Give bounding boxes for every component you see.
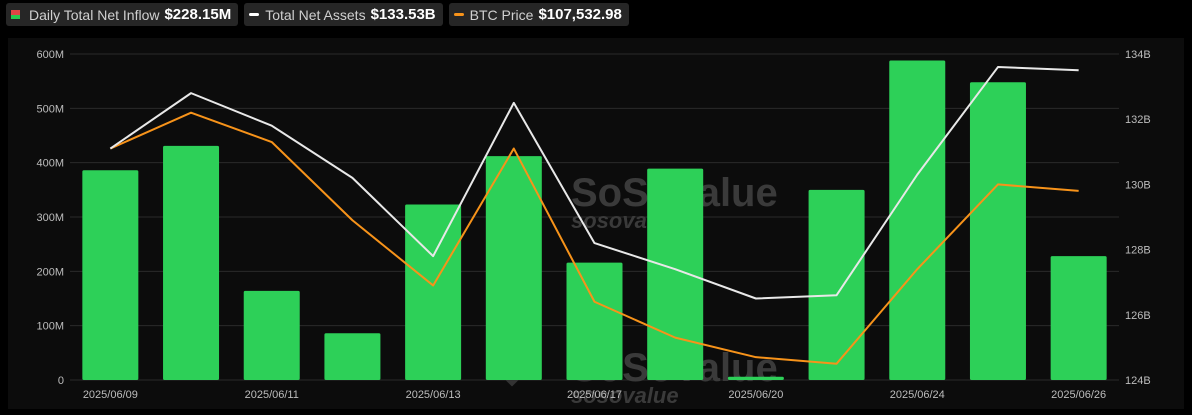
legend-label: BTC Price — [469, 6, 534, 23]
total-net-assets-line — [109, 66, 1079, 300]
y-right-tick-label: 130B — [1125, 179, 1151, 191]
chart-area: 0 100M 200M 300M 400M 500M 600M 124B 126B 128B 130… — [8, 38, 1184, 409]
y-right-tick-label: 126B — [1125, 310, 1151, 322]
y-left-tick-label: 0 — [58, 375, 64, 387]
inflow-bar — [727, 376, 784, 380]
x-tick-label: 2025/06/24 — [890, 389, 945, 401]
legend-label: Daily Total Net Inflow — [29, 6, 160, 23]
inflow-swatch-icon — [11, 10, 20, 19]
inflow-bar — [969, 82, 1026, 381]
watermark-sub: sosovalue — [571, 383, 679, 408]
x-tick-label: 2025/06/13 — [406, 389, 461, 401]
line-swatch-icon — [453, 13, 464, 16]
y-left-tick-label: 300M — [36, 212, 64, 224]
inflow-bar — [566, 262, 623, 380]
inflow-bar — [1050, 256, 1107, 380]
y-left-tick-label: 200M — [36, 266, 64, 278]
inflow-bar — [647, 168, 704, 380]
inflow-bar — [889, 60, 946, 381]
line-swatch-icon — [249, 13, 260, 16]
y-left-tick-label: 400M — [36, 158, 64, 170]
x-tick-label: 2025/06/26 — [1051, 389, 1106, 401]
y-left-tick-label: 100M — [36, 321, 64, 333]
legend: Daily Total Net Inflow $228.15M Total Ne… — [6, 3, 629, 26]
legend-item-btc-price[interactable]: BTC Price $107,532.98 — [448, 3, 629, 26]
legend-value: $107,532.98 — [538, 6, 622, 23]
legend-item-total-net-assets[interactable]: Total Net Assets $133.53B — [244, 3, 443, 26]
legend-label: Total Net Assets — [265, 6, 366, 23]
y-right-tick-label: 134B — [1125, 49, 1151, 61]
inflow-bar — [405, 204, 462, 380]
inflow-bar — [808, 189, 865, 380]
y-right-tick-label: 132B — [1125, 114, 1151, 126]
legend-value: $133.53B — [370, 6, 436, 23]
inflow-bar — [485, 156, 542, 380]
inflow-bar — [243, 290, 300, 380]
y-left-tick-label: 600M — [36, 49, 64, 61]
inflow-bar — [163, 145, 220, 380]
btc-price-line — [109, 111, 1079, 365]
legend-item-net-inflow[interactable]: Daily Total Net Inflow $228.15M — [6, 3, 239, 26]
inflow-bar — [324, 333, 381, 380]
inflow-bar — [82, 170, 139, 380]
chart-svg: 0 100M 200M 300M 400M 500M 600M 124B 126B 128B 130… — [36, 49, 1151, 408]
legend-value: $228.15M — [164, 6, 232, 23]
y-right-tick-label: 124B — [1125, 375, 1151, 387]
x-tick-label: 2025/06/17 — [567, 389, 622, 401]
y-left-tick-label: 500M — [36, 103, 64, 115]
x-tick-label: 2025/06/20 — [728, 389, 783, 401]
x-tick-label: 2025/06/11 — [245, 389, 299, 401]
x-tick-label: 2025/06/09 — [83, 389, 138, 401]
y-right-tick-label: 128B — [1125, 245, 1151, 257]
